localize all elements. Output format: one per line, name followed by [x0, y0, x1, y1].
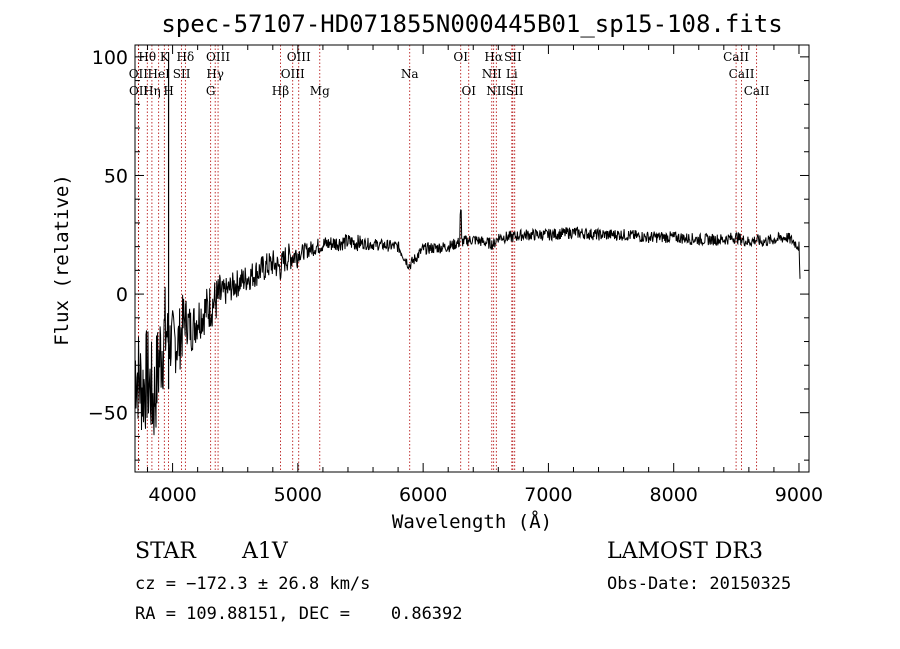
line-label: Hγ [206, 67, 224, 81]
x-axis: 4000 5000 6000 7000 8000 9000 [147, 45, 823, 506]
line-label: Na [401, 67, 419, 81]
spectrum-trace [134, 209, 801, 436]
line-label: HeI [148, 67, 171, 81]
line-label: Hβ [272, 84, 289, 98]
object-subclass: A1V [242, 539, 288, 564]
spectrum-layer [134, 52, 801, 436]
line-label: NII [482, 67, 502, 81]
line-label: Mg [310, 84, 330, 98]
line-label: OIII [287, 50, 311, 64]
x-tick-label: 9000 [775, 484, 823, 506]
redshift-readout: cz = −172.3 ± 26.8 km/s [135, 574, 371, 594]
line-label: SII [506, 84, 524, 98]
line-label: OI [453, 50, 468, 64]
line-label: OIII [206, 50, 230, 64]
x-tick-label: 7000 [524, 484, 572, 506]
object-class: STAR [135, 539, 196, 564]
coordinates-readout: RA = 109.88151, DEC = 0.86392 [135, 604, 463, 624]
x-tick-label: 4000 [148, 484, 196, 506]
line-label: Hη [143, 84, 161, 98]
line-label: CaII [723, 50, 749, 64]
line-label: Hδ [177, 50, 195, 64]
line-label: G [206, 84, 216, 98]
line-label: OII [129, 84, 149, 98]
y-tick-label: 0 [116, 284, 128, 306]
y-tick-label: −50 [88, 403, 128, 425]
line-label: SII [504, 50, 522, 64]
y-axis: −50 0 50 100 [88, 47, 809, 461]
plot-frame [134, 44, 810, 473]
survey-name: LAMOST DR3 [607, 539, 763, 564]
x-tick-label: 6000 [399, 484, 447, 506]
x-tick-label: 5000 [274, 484, 322, 506]
line-label: CaII [744, 84, 770, 98]
line-label: Hθ [138, 50, 156, 64]
line-label: SII [173, 67, 191, 81]
line-label: CaII [729, 67, 755, 81]
y-axis-label: Flux (relative) [51, 174, 73, 346]
line-label: OI [461, 84, 476, 98]
x-tick-label: 8000 [650, 484, 698, 506]
observation-date: Obs-Date: 20150325 [607, 574, 792, 594]
line-label: Li [506, 67, 518, 81]
line-label: Hα [484, 50, 503, 64]
chart-title: spec-57107-HD071855N000445B01_sp15-108.f… [161, 10, 782, 38]
line-label: OII [129, 67, 149, 81]
y-tick-label: 100 [92, 47, 128, 69]
x-axis-label: Wavelength (Å) [392, 510, 552, 533]
line-label: NII [486, 84, 506, 98]
emission-line-markers [137, 45, 758, 472]
line-label: K [160, 50, 170, 64]
y-tick-label: 50 [104, 165, 128, 187]
line-label: OIII [281, 67, 305, 81]
